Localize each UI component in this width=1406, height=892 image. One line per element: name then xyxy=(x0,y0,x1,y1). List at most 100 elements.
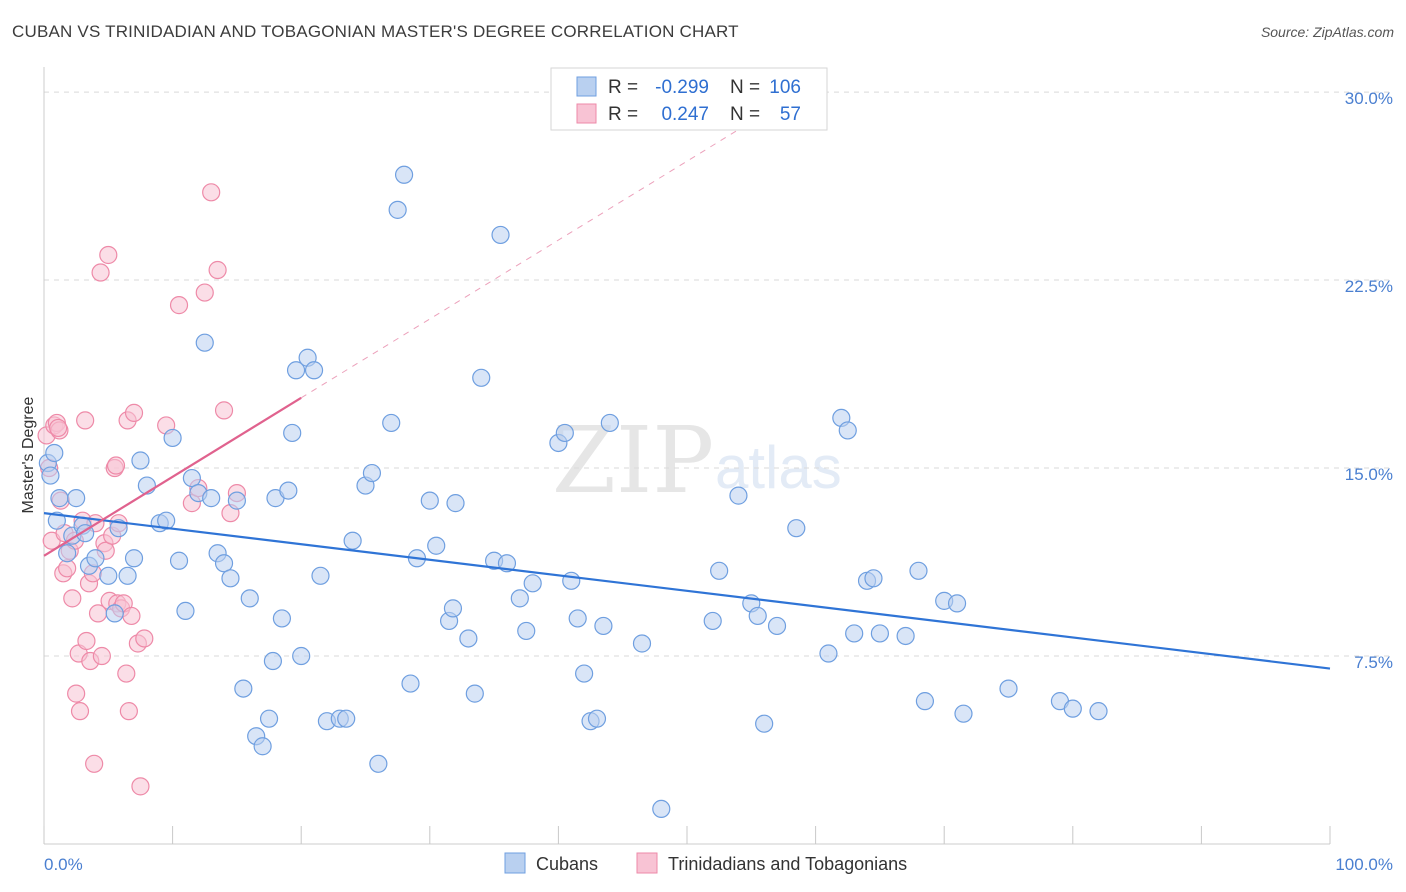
trinidad-point xyxy=(202,183,221,202)
cuban-point xyxy=(491,225,510,245)
y-tick-labels: 7.5% 15.0% 22.5% 30.0% xyxy=(1345,89,1393,672)
cuban-point xyxy=(710,561,729,580)
cuban-point xyxy=(870,624,890,643)
cuban-point xyxy=(472,368,491,387)
cuban-point xyxy=(272,609,292,628)
cuban-point xyxy=(427,536,446,555)
cuban-point xyxy=(909,561,928,580)
cuban-point xyxy=(517,621,536,641)
cuban-point xyxy=(555,423,574,443)
trinidad-point xyxy=(49,418,68,438)
cuban-point xyxy=(915,692,935,711)
cubans-trend-line xyxy=(43,512,1331,670)
cuban-point xyxy=(388,200,407,219)
cuban-point xyxy=(105,604,124,623)
trinidad-point xyxy=(169,296,189,315)
y-tick-label: 30.0% xyxy=(1345,89,1393,108)
trinidad-point xyxy=(63,589,82,608)
cuban-point xyxy=(394,165,414,184)
cuban-point xyxy=(420,491,439,510)
source-credit: Source: ZipAtlas.com xyxy=(1260,24,1394,40)
cuban-point xyxy=(510,589,529,608)
cuban-point xyxy=(575,664,594,683)
series-legend: Cubans Trinidadians and Tobagonians xyxy=(504,852,907,874)
cuban-point xyxy=(214,554,234,573)
y-axis-label: Master's Degree xyxy=(20,396,37,513)
x-tick-labels: 0.0% 100.0% xyxy=(43,826,1393,874)
trinidad-point xyxy=(70,702,90,721)
cuban-point xyxy=(227,491,246,510)
legend-trinidad-n-label: N = xyxy=(730,104,760,125)
cuban-point xyxy=(568,609,587,628)
trinidad-point xyxy=(92,646,111,666)
cuban-point xyxy=(263,651,283,671)
legend-cubans-r-label: R = xyxy=(608,77,638,98)
y-tick-label: 22.5% xyxy=(1345,277,1393,296)
bottom-legend-cubans-swatch xyxy=(504,852,526,874)
cuban-point xyxy=(283,423,302,443)
trinidad-point xyxy=(214,401,234,420)
cuban-point xyxy=(562,571,581,590)
cuban-point xyxy=(999,679,1018,698)
legend-trinidad-r-value: 0.247 xyxy=(661,104,709,125)
legend-cubans-r-value: -0.299 xyxy=(655,77,709,98)
bottom-legend-trinidad-swatch xyxy=(636,852,658,874)
cuban-point xyxy=(787,519,806,538)
cuban-point xyxy=(459,629,478,648)
trinidad-point xyxy=(76,411,95,430)
cuban-point xyxy=(50,489,69,508)
y-tick-label: 15.0% xyxy=(1345,465,1393,484)
cuban-point xyxy=(163,428,182,448)
legend-trinidad-swatch xyxy=(576,103,597,124)
cuban-point xyxy=(124,549,144,568)
cuban-point xyxy=(896,626,915,646)
legend-trinidad-n-value: 57 xyxy=(780,104,801,125)
cuban-point xyxy=(729,486,748,505)
cuban-point xyxy=(47,511,66,530)
cuban-point xyxy=(1089,702,1108,721)
correlation-legend: R = -0.299 N = 106 R = 0.247 N = 57 xyxy=(550,67,828,131)
cuban-point xyxy=(202,489,221,508)
trinidad-point xyxy=(85,754,104,773)
chart-title: CUBAN VS TRINIDADIAN AND TOBAGONIAN MAST… xyxy=(12,22,739,41)
cuban-point xyxy=(279,481,298,500)
cuban-point xyxy=(382,413,401,433)
cuban-point xyxy=(443,599,463,618)
cuban-point xyxy=(819,644,838,663)
cuban-point xyxy=(311,566,330,585)
cuban-point xyxy=(86,549,105,568)
cuban-point xyxy=(703,611,722,631)
x-tick-label-max: 100.0% xyxy=(1335,855,1393,874)
cuban-point xyxy=(286,361,306,380)
cuban-point xyxy=(234,679,253,698)
cuban-point xyxy=(864,569,883,588)
cuban-point xyxy=(99,566,118,585)
watermark: ZIP atlas xyxy=(552,407,842,514)
legend-trinidad-r-label: R = xyxy=(608,104,638,125)
trinidad-point xyxy=(117,664,136,683)
cuban-point xyxy=(169,551,189,570)
cuban-point xyxy=(195,333,214,352)
cuban-point xyxy=(600,413,619,433)
cuban-point xyxy=(954,704,973,723)
cuban-point xyxy=(337,709,356,728)
cuban-point xyxy=(767,616,787,636)
trinidad-point xyxy=(67,684,86,703)
legend-box xyxy=(550,67,828,131)
y-tick-label: 7.5% xyxy=(1354,653,1393,672)
cuban-point xyxy=(182,468,201,488)
legend-cubans-swatch xyxy=(576,76,597,97)
cuban-point xyxy=(755,714,774,733)
cuban-point xyxy=(259,709,279,728)
cuban-point xyxy=(523,574,542,593)
cuban-point xyxy=(131,451,150,470)
trinidad-trend-line xyxy=(43,396,302,557)
trinidad-point xyxy=(122,606,141,626)
cuban-point xyxy=(845,624,864,643)
cuban-point xyxy=(240,589,259,608)
cuban-point xyxy=(58,544,77,563)
trinidad-point xyxy=(195,283,214,302)
cuban-point xyxy=(45,443,64,463)
cuban-point xyxy=(594,616,613,636)
cuban-point xyxy=(362,463,382,483)
